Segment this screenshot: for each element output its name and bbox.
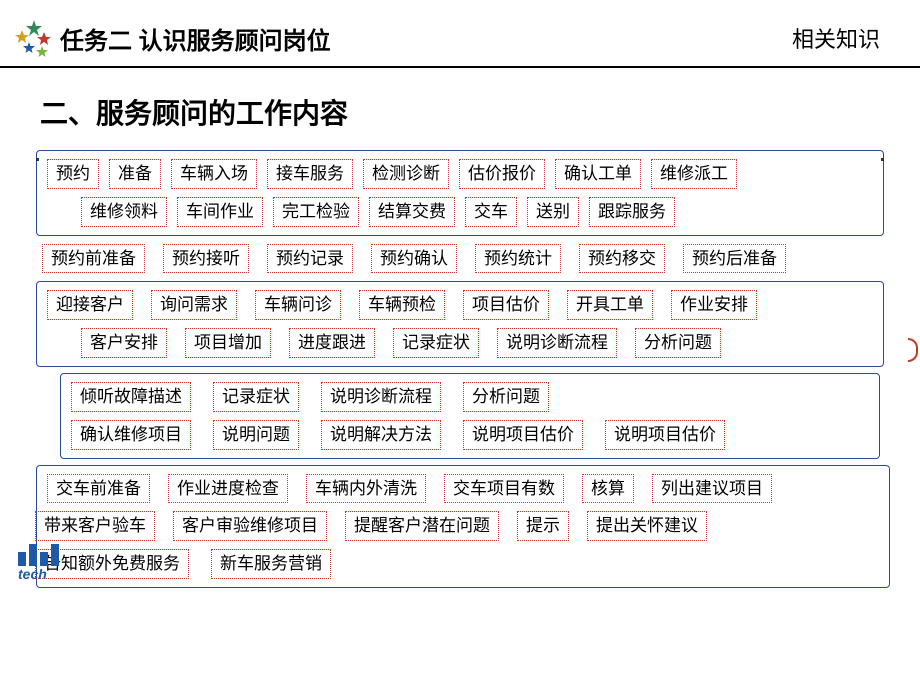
tag: 记录症状 [213, 382, 299, 412]
tag: 预约记录 [267, 244, 353, 274]
tag: 维修派工 [651, 159, 737, 189]
tag: 核算 [582, 474, 634, 504]
tag: 说明诊断流程 [321, 382, 441, 412]
tag: 接车服务 [267, 159, 353, 189]
tech-logo-text: tech [18, 566, 64, 582]
marker-dot [881, 158, 884, 161]
tag: 车辆预检 [359, 290, 445, 320]
tag: 预约移交 [579, 244, 665, 274]
tag: 预约统计 [475, 244, 561, 274]
tag: 分析问题 [463, 382, 549, 412]
tag: 车辆入场 [171, 159, 257, 189]
tag: 项目估价 [463, 290, 549, 320]
tag: 预约前准备 [42, 244, 145, 274]
group-3-row-2: 确认维修项目 说明问题 说明解决方法 说明项目估价 说明项目估价 [71, 420, 869, 450]
tag: 跟踪服务 [589, 197, 675, 227]
group-1-row-1: 预约 准备 车辆入场 接车服务 检测诊断 估价报价 确认工单 维修派工 [47, 159, 873, 189]
tag: 预约 [47, 159, 99, 189]
tag: 车间作业 [177, 197, 263, 227]
tag: 询问需求 [151, 290, 237, 320]
tag: 列出建议项目 [652, 474, 772, 504]
tag: 迎接客户 [47, 290, 133, 320]
group-4-row-3: 告知额外免费服务 新车服务营销 [35, 549, 879, 579]
group-2: 迎接客户 询问需求 车辆问诊 车辆预检 项目估价 开具工单 作业安排 客户安排 … [36, 281, 884, 367]
tag: 进度跟进 [289, 328, 375, 358]
stars-icon [14, 18, 54, 58]
group-4-row-2: 带来客户验车 客户审验维修项目 提醒客户潜在问题 提示 提出关怀建议 [35, 511, 879, 541]
tag: 维修领料 [81, 197, 167, 227]
group-4-row-1: 交车前准备 作业进度检查 车辆内外清洗 交车项目有数 核算 列出建议项目 [47, 474, 879, 504]
tech-logo: tech [18, 540, 64, 582]
tag: 说明项目估价 [463, 420, 583, 450]
tag: 交车 [465, 197, 517, 227]
group-3-row-1: 倾听故障描述 记录症状 说明诊断流程 分析问题 [71, 382, 869, 412]
tag: 车辆内外清洗 [306, 474, 426, 504]
tag: 预约确认 [371, 244, 457, 274]
group-2-row-1: 迎接客户 询问需求 车辆问诊 车辆预检 项目估价 开具工单 作业安排 [47, 290, 873, 320]
tag: 项目增加 [185, 328, 271, 358]
content-area: 预约 准备 车辆入场 接车服务 检测诊断 估价报价 确认工单 维修派工 维修领料… [0, 150, 920, 588]
header-right: 相关知识 [792, 22, 880, 54]
header-bar: 任务二 认识服务顾问岗位 相关知识 [0, 0, 920, 68]
tag: 客户安排 [81, 328, 167, 358]
tag: 倾听故障描述 [71, 382, 191, 412]
marker-dot [36, 158, 39, 161]
tag: 提示 [517, 511, 569, 541]
tag: 交车项目有数 [444, 474, 564, 504]
tag: 预约接听 [163, 244, 249, 274]
group-1-row-2: 维修领料 车间作业 完工检验 结算交费 交车 送别 跟踪服务 [47, 197, 873, 227]
tag: 提醒客户潜在问题 [345, 511, 499, 541]
tag: 说明解决方法 [321, 420, 441, 450]
tag: 提出关怀建议 [587, 511, 707, 541]
plain-row: 预约前准备 预约接听 预约记录 预约确认 预约统计 预约移交 预约后准备 [36, 242, 884, 276]
group-2-row-2: 客户安排 项目增加 进度跟进 记录症状 说明诊断流程 分析问题 [47, 328, 873, 358]
tag: 作业安排 [671, 290, 757, 320]
tag: 分析问题 [635, 328, 721, 358]
tag: 结算交费 [369, 197, 455, 227]
header-title: 任务二 认识服务顾问岗位 [60, 21, 331, 56]
tag: 车辆问诊 [255, 290, 341, 320]
tag: 交车前准备 [47, 474, 150, 504]
section-title: 二、服务顾问的工作内容 [0, 68, 920, 150]
tag: 预约后准备 [683, 244, 786, 274]
tag: 作业进度检查 [168, 474, 288, 504]
tag: 确认维修项目 [71, 420, 191, 450]
group-1: 预约 准备 车辆入场 接车服务 检测诊断 估价报价 确认工单 维修派工 维修领料… [36, 150, 884, 236]
tag: 送别 [527, 197, 579, 227]
group-4: 交车前准备 作业进度检查 车辆内外清洗 交车项目有数 核算 列出建议项目 带来客… [36, 465, 890, 588]
tag: 开具工单 [567, 290, 653, 320]
tag: 准备 [109, 159, 161, 189]
tag: 带来客户验车 [35, 511, 155, 541]
tag: 客户审验维修项目 [173, 511, 327, 541]
tag: 记录症状 [393, 328, 479, 358]
tag: 新车服务营销 [211, 549, 331, 579]
tag: 检测诊断 [363, 159, 449, 189]
tag: 说明问题 [213, 420, 299, 450]
tag: 确认工单 [555, 159, 641, 189]
tag: 估价报价 [459, 159, 545, 189]
tag: 完工检验 [273, 197, 359, 227]
tag: 说明项目估价 [605, 420, 725, 450]
group-3: 倾听故障描述 记录症状 说明诊断流程 分析问题 确认维修项目 说明问题 说明解决… [60, 373, 880, 459]
tag: 说明诊断流程 [497, 328, 617, 358]
